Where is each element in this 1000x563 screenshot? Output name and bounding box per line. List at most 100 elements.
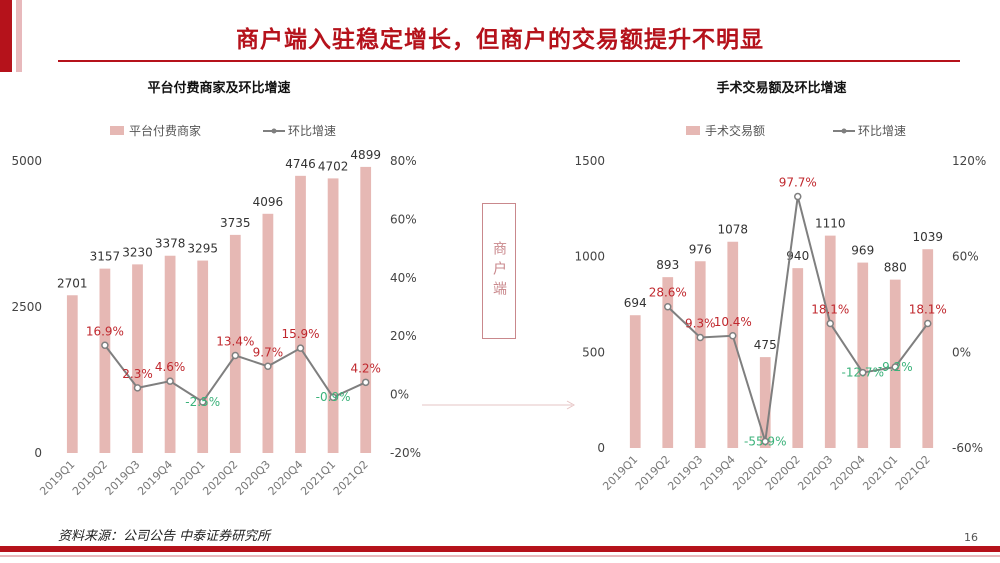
- bar-value-label: 3295: [187, 242, 218, 256]
- growth-value-label: 18.1%: [909, 302, 947, 316]
- legend-bar-swatch: [110, 126, 124, 135]
- corner-accent-bar: [0, 0, 12, 72]
- growth-point: [664, 302, 672, 311]
- category-tick-label: 2021Q2: [331, 458, 371, 498]
- left-axis-tick-label: 1500: [574, 154, 605, 168]
- bar: [857, 262, 869, 448]
- growth-value-label: -12.7%: [842, 366, 884, 380]
- source-note: 资料来源：公司公告 中泰证券研究所: [58, 529, 271, 544]
- growth-point: [891, 363, 899, 371]
- growth-point: [133, 384, 142, 392]
- growth-value-label: 18.1%: [811, 302, 849, 316]
- bar: [629, 315, 641, 448]
- bar-value-label: 4899: [350, 148, 381, 162]
- growth-value-label: -9.2%: [878, 360, 913, 374]
- category-tick-label: 2020Q4: [266, 458, 306, 498]
- bar: [295, 175, 306, 453]
- right-axis-tick-label: 20%: [390, 329, 417, 343]
- footer-bar: [0, 546, 1000, 552]
- bar-value-label: 4702: [318, 159, 349, 173]
- category-tick-label: 2020Q1: [730, 453, 770, 493]
- bar-value-label: 976: [689, 242, 712, 256]
- bar-value-label: 3157: [90, 250, 121, 264]
- bar: [99, 268, 111, 453]
- growth-point: [729, 332, 737, 340]
- category-tick-label: 2020Q2: [763, 453, 803, 493]
- bar-value-label: 880: [884, 261, 907, 275]
- bar: [360, 166, 372, 453]
- bar-value-label: 4096: [253, 195, 284, 209]
- category-tick-label: 2020Q2: [200, 458, 240, 498]
- bar-value-label: 3230: [122, 245, 153, 259]
- category-tick-label: 2019Q3: [665, 453, 705, 493]
- bar-value-label: 694: [624, 296, 647, 310]
- left-axis-tick-label: 5000: [11, 154, 42, 168]
- growth-point: [924, 319, 932, 328]
- right-axis-tick-label: -20%: [390, 446, 421, 460]
- corner-accent-bar-light: [16, 0, 22, 72]
- bar: [824, 235, 836, 448]
- right-axis-tick-label: 40%: [390, 271, 417, 285]
- growth-value-label: -2.5%: [185, 395, 220, 409]
- chart-title: 平台付费商家及环比增速: [147, 80, 290, 96]
- left-axis-tick-label: 0: [34, 446, 42, 460]
- growth-point: [166, 377, 174, 385]
- category-tick-label: 2020Q4: [828, 453, 868, 493]
- left-axis-tick-label: 2500: [11, 300, 42, 314]
- page-title: 商户端入驻稳定增长，但商户的交易额提升不明显: [236, 27, 764, 53]
- bar: [132, 264, 143, 453]
- chart-title: 手术交易额及环比增速: [716, 80, 846, 96]
- category-tick-label: 2019Q4: [135, 458, 175, 498]
- legend-bar-swatch: [686, 126, 700, 135]
- merchants-chart: 平台付费商家及环比增速 平台付费商家 环比增速 0 2500 5000 -20% 0% 20% 4…: [8, 78, 428, 502]
- title-divider: [58, 60, 960, 62]
- growth-value-label: -55.9%: [744, 434, 786, 448]
- bar-value-label: 969: [851, 244, 874, 258]
- page-number: 16: [964, 531, 978, 544]
- right-axis-tick-label: 60%: [952, 250, 979, 264]
- growth-value-label: 2.3%: [122, 367, 153, 381]
- bar: [727, 241, 739, 448]
- bar-value-label: 3735: [220, 216, 251, 230]
- bar: [327, 178, 339, 453]
- category-tick-label: 2019Q2: [70, 458, 110, 498]
- bar: [164, 255, 176, 453]
- growth-point: [859, 368, 867, 377]
- category-tick-label: 2019Q1: [600, 453, 640, 493]
- legend-bar-label: 手术交易额: [705, 123, 765, 138]
- right-axis-tick-label: -60%: [952, 441, 983, 455]
- growth-value-label: -0.9%: [316, 390, 351, 404]
- bar-value-label: 2701: [57, 276, 88, 290]
- right-axis-tick-label: 60%: [390, 212, 417, 226]
- right-axis-tick-label: 80%: [390, 154, 417, 168]
- category-tick-label: 2019Q2: [633, 453, 673, 493]
- growth-point: [826, 319, 834, 328]
- bar: [229, 234, 241, 453]
- category-tick-label: 2021Q1: [860, 453, 900, 493]
- bar-value-label: 4746: [285, 157, 316, 171]
- growth-value-label: 97.7%: [779, 176, 817, 190]
- category-tick-label: 2020Q1: [168, 458, 208, 498]
- category-tick-label: 2021Q1: [298, 458, 338, 498]
- category-tick-label: 2019Q4: [698, 453, 738, 493]
- category-tick-label: 2019Q3: [103, 458, 143, 498]
- growth-point: [329, 393, 337, 401]
- growth-value-label: 28.6%: [649, 286, 687, 300]
- bar: [759, 357, 771, 448]
- left-axis-tick-label: 500: [582, 345, 605, 359]
- bar: [66, 295, 78, 453]
- legend-bar-label: 平台付费商家: [129, 123, 201, 138]
- bar-value-label: 940: [786, 249, 809, 263]
- growth-value-label: 10.4%: [714, 315, 752, 329]
- bar: [792, 268, 804, 448]
- growth-point: [794, 192, 802, 201]
- bar-value-label: 1110: [815, 217, 846, 231]
- legend-line-label: 环比增速: [288, 124, 336, 138]
- growth-value-label: 4.6%: [155, 360, 186, 374]
- growth-value-label: 16.9%: [86, 324, 124, 338]
- growth-value-label: 4.2%: [350, 361, 381, 375]
- growth-point: [361, 378, 370, 387]
- growth-point: [761, 437, 769, 446]
